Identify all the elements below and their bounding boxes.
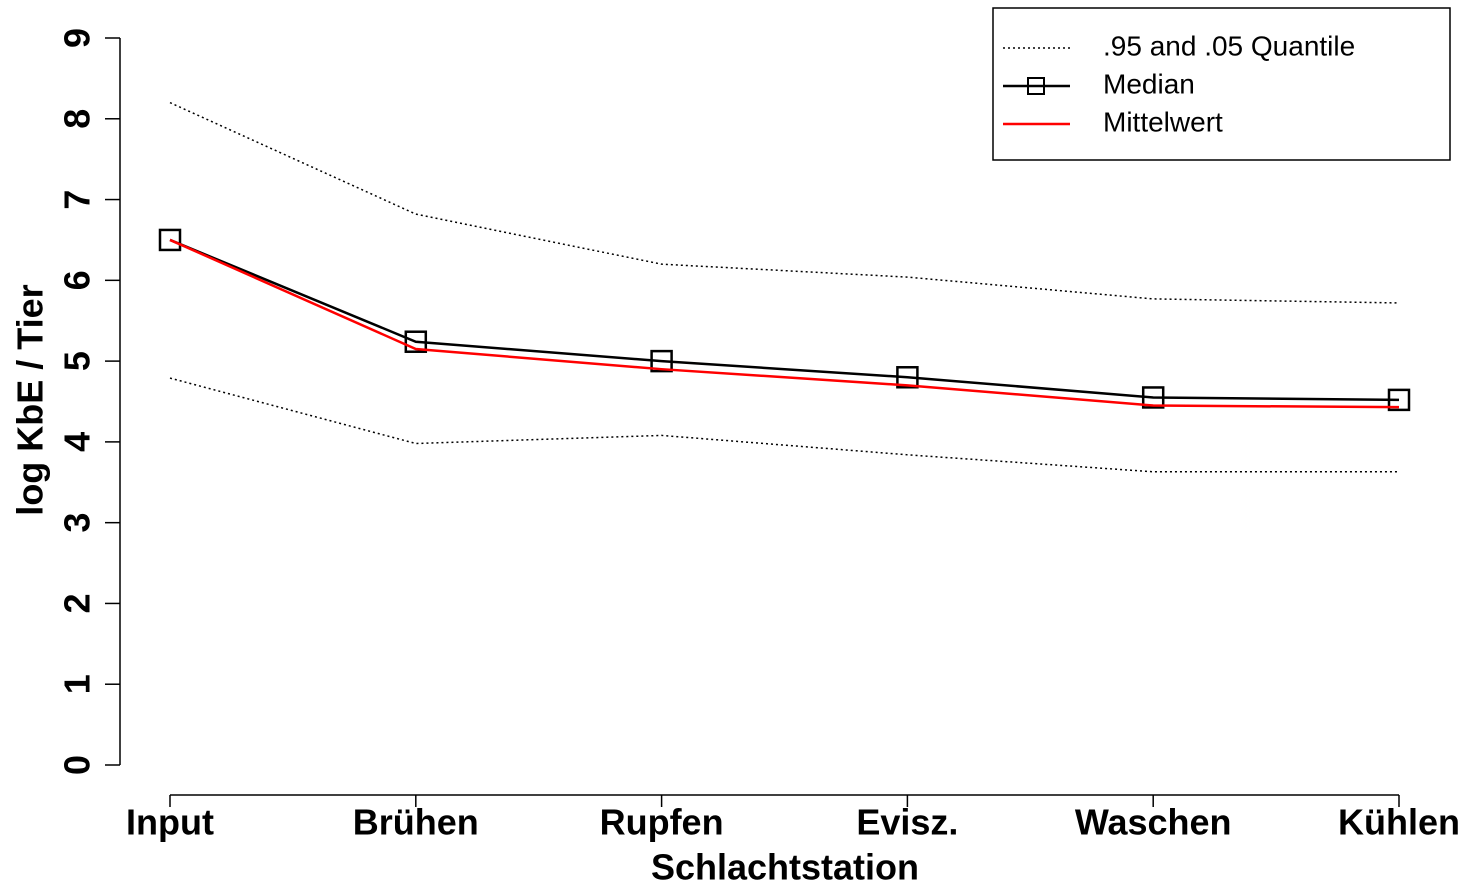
series-line [169,238,1400,402]
x-tick-label: Rupfen [600,802,724,843]
legend-label: .95 and .05 Quantile [1103,30,1355,61]
marker [404,330,428,353]
x-tick-label: Input [126,802,214,843]
series-line [169,238,1400,409]
y-tick-label: 1 [57,674,98,694]
legend-marker [1027,77,1045,95]
y-tick-label: 8 [57,109,98,129]
x-axis-label: Schlachtstation [651,847,919,888]
legend-box [992,7,1451,161]
y-tick-label: 3 [57,513,98,533]
y-tick-label: 6 [57,270,98,290]
y-axis-label: log KbE / Tier [10,284,51,515]
x-tick-label: Kühlen [1338,802,1460,843]
marker [896,366,919,389]
x-tick-label: Evisz. [856,802,958,843]
marker [650,349,673,373]
y-tick-label: 2 [57,593,98,613]
y-tick-label: 5 [57,351,98,371]
y-tick-label: 7 [57,190,98,210]
legend-label: Mittelwert [1103,106,1223,137]
legend-label: Median [1103,68,1195,99]
x-tick-label: Brühen [353,802,479,843]
y-tick-label: 4 [57,432,98,452]
marker [158,228,182,252]
lower-quantile-line [169,377,1399,473]
y-tick-label: 9 [57,28,98,48]
y-tick-label: 0 [57,755,98,775]
marker [1387,388,1411,412]
x-tick-label: Waschen [1075,802,1232,843]
marker [1141,386,1165,409]
